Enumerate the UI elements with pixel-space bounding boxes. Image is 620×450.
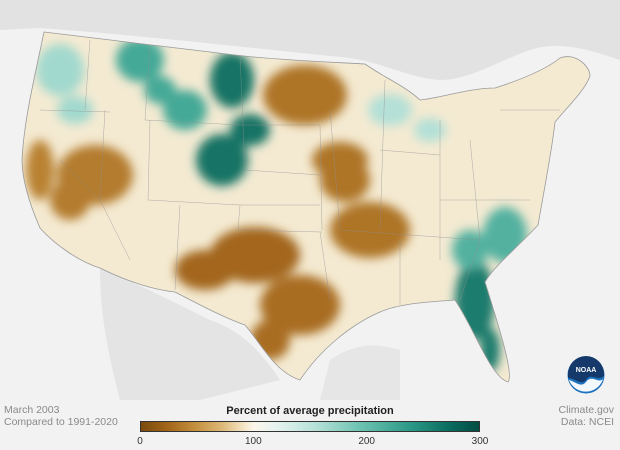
region-northern-rockies	[116, 38, 164, 82]
surrounding-land	[0, 0, 620, 400]
region-great-lakes	[414, 118, 446, 142]
us-outline	[21, 31, 591, 383]
credits: Climate.gov Data: NCEI	[559, 404, 614, 428]
region-mississippi-valley	[330, 202, 410, 258]
region-northern-rockies	[144, 76, 176, 104]
legend-title: Percent of average precipitation	[226, 405, 394, 417]
region-florida	[480, 328, 500, 372]
region-pacific-northwest	[57, 96, 93, 124]
region-southern-great-plains	[175, 250, 235, 290]
region-florida	[455, 260, 495, 340]
region-upper-midwest	[312, 142, 368, 178]
region-northern-rockies	[163, 90, 207, 130]
region-northern-great-plains	[196, 134, 248, 186]
region-southeast-atlantic	[483, 207, 527, 263]
legend-tick-label: 0	[137, 436, 143, 447]
legend-tick-label: 100	[244, 436, 262, 447]
region-northern-great-plains	[230, 114, 270, 146]
noaa-logo-text: NOAA	[576, 367, 597, 374]
region-southeast-atlantic	[452, 230, 488, 270]
credit-source: Climate.gov	[558, 404, 614, 416]
credit-data: Data: NCEI	[560, 416, 614, 428]
region-great-basin	[50, 180, 90, 220]
region-california	[26, 140, 54, 200]
region-northern-great-plains	[210, 52, 254, 108]
state-borders	[39, 39, 560, 305]
map-date: March 2003	[4, 404, 60, 416]
legend-tick-label: 300	[471, 436, 489, 447]
map-comparison-period: Compared to 1991-2020	[4, 416, 118, 428]
region-texas	[260, 275, 340, 335]
noaa-logo: NOAA	[567, 356, 605, 394]
legend-color-bar	[140, 421, 480, 432]
region-upper-midwest	[263, 65, 347, 125]
map-date-caption: March 2003 Compared to 1991-2020	[4, 404, 118, 428]
region-great-lakes	[368, 94, 412, 126]
legend-tick-label: 200	[358, 436, 375, 447]
precipitation-map	[0, 0, 620, 400]
region-pacific-northwest	[36, 44, 84, 96]
